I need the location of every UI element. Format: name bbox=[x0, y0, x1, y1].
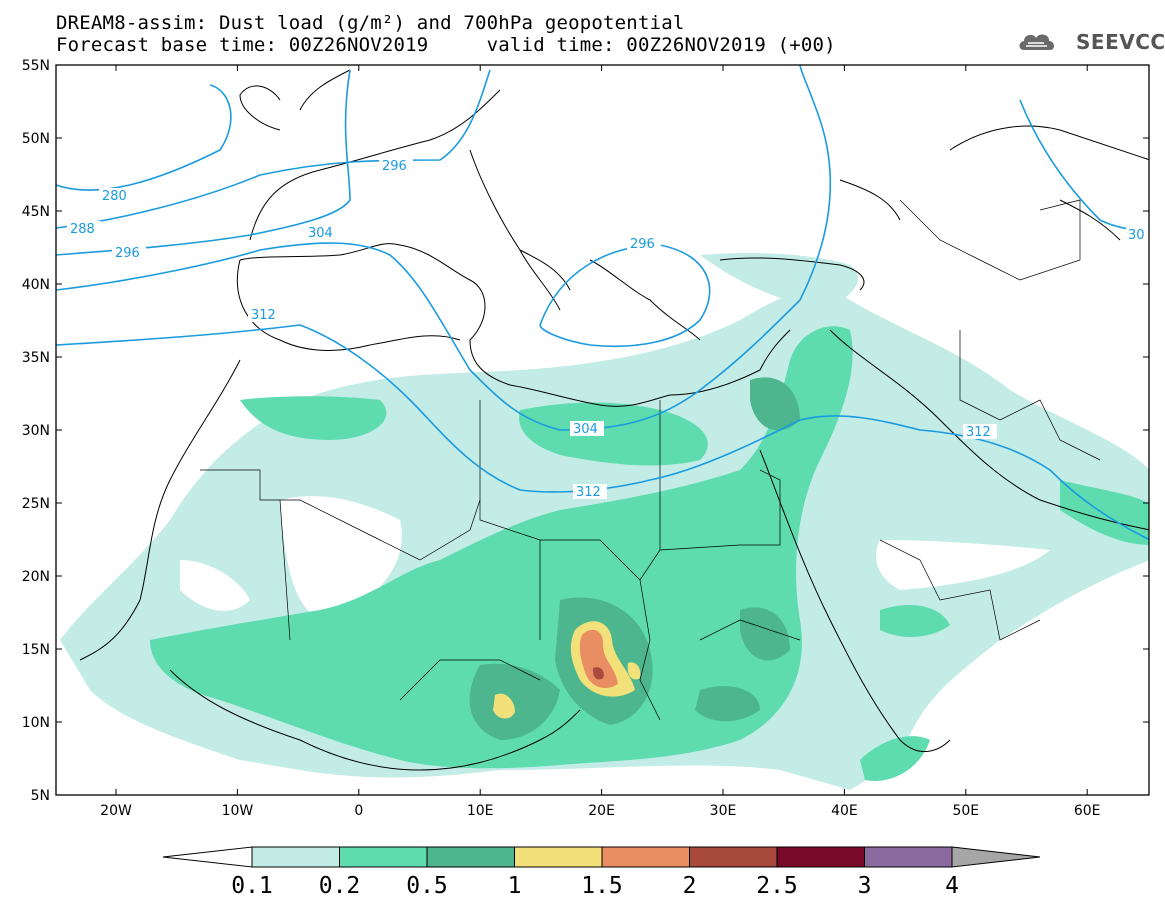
iso-label-296-west: 296 bbox=[115, 246, 140, 261]
colorbar-label: 4 bbox=[945, 873, 959, 899]
colorbar-over-arrow bbox=[951, 846, 1041, 868]
lat-label: 55N bbox=[22, 58, 50, 74]
lat-label: 15N bbox=[22, 642, 50, 658]
iso-label-312-west: 312 bbox=[251, 308, 276, 323]
iso-label-30-edge: 30 bbox=[1128, 228, 1145, 243]
iso-label-296-north: 296 bbox=[382, 159, 407, 174]
isoline-labels: 280 288 296 296 296 304 304 312 312 312 … bbox=[67, 158, 1149, 500]
cloud-logo-icon bbox=[1019, 34, 1055, 50]
lon-label: 60E bbox=[1074, 803, 1101, 819]
colorbar-under-arrow bbox=[162, 846, 253, 868]
colorbar-swatch bbox=[251, 846, 340, 868]
lon-label: 10E bbox=[467, 803, 494, 819]
lat-label: 45N bbox=[22, 204, 50, 220]
colorbar-label: 2 bbox=[683, 873, 697, 899]
colorbar-label: 0.5 bbox=[406, 873, 448, 899]
lat-label: 50N bbox=[22, 131, 50, 147]
iso-label-312-south: 312 bbox=[576, 485, 601, 500]
colorbar-swatches bbox=[251, 846, 953, 868]
iso-label-304-north: 304 bbox=[308, 226, 333, 241]
colorbar-label: 3 bbox=[858, 873, 872, 899]
colorbar-label: 1.5 bbox=[581, 873, 623, 899]
colorbar-swatch bbox=[514, 846, 603, 868]
colorbar-label: 0.1 bbox=[231, 873, 273, 899]
title-line-1: DREAM8-assim: Dust load (g/m²) and 700hP… bbox=[56, 12, 685, 34]
colorbar-labels: 0.1 0.2 0.5 1 1.5 2 2.5 3 4 bbox=[231, 873, 959, 899]
colorbar-swatch bbox=[864, 846, 953, 868]
lat-label: 30N bbox=[22, 423, 50, 439]
country-borders bbox=[200, 199, 1101, 721]
iso-label-304-south: 304 bbox=[573, 422, 598, 437]
colorbar-label: 0.2 bbox=[319, 873, 361, 899]
iso-label-280: 280 bbox=[102, 189, 127, 204]
colorbar-swatch bbox=[339, 846, 428, 868]
lon-label: 30E bbox=[710, 803, 737, 819]
latitude-ticks: 55N 50N 45N 40N 35N 30N 25N 20N 15N 10N 5N bbox=[22, 58, 1149, 804]
lat-label: 5N bbox=[31, 788, 50, 804]
lat-label: 20N bbox=[22, 569, 50, 585]
coastlines bbox=[79, 69, 1149, 771]
colorbar-label: 2.5 bbox=[756, 873, 798, 899]
title-line-2: Forecast base time: 00Z26NOV2019 valid t… bbox=[56, 34, 836, 56]
colorbar: 0.1 0.2 0.5 1 1.5 2 2.5 3 4 bbox=[162, 846, 1041, 899]
dust-field-high bbox=[469, 663, 560, 740]
logo-text: SEEVCCC bbox=[1076, 30, 1165, 54]
longitude-ticks: 20W 10W 0 10E 20E 30E 40E 50E 60E bbox=[100, 65, 1101, 819]
dust-fields bbox=[60, 253, 1149, 790]
colorbar-swatch bbox=[426, 846, 515, 868]
lat-label: 25N bbox=[22, 496, 50, 512]
lat-label: 40N bbox=[22, 277, 50, 293]
iso-label-312-east: 312 bbox=[966, 425, 991, 440]
lon-label: 20W bbox=[100, 803, 132, 819]
lat-label: 35N bbox=[22, 350, 50, 366]
dust-field-mid bbox=[150, 326, 853, 769]
colorbar-swatch bbox=[689, 846, 778, 868]
geopotential-isolines bbox=[56, 65, 1149, 541]
lat-label: 10N bbox=[22, 715, 50, 731]
colorbar-label: 1 bbox=[508, 873, 522, 899]
lon-label: 0 bbox=[354, 803, 363, 819]
lon-label: 50E bbox=[952, 803, 979, 819]
colorbar-swatch bbox=[601, 846, 690, 868]
iso-label-296-balkans: 296 bbox=[630, 237, 655, 252]
lon-label: 40E bbox=[831, 803, 858, 819]
iso-label-288: 288 bbox=[70, 222, 95, 237]
lon-label: 10W bbox=[222, 803, 254, 819]
lon-label: 20E bbox=[588, 803, 615, 819]
colorbar-swatch bbox=[776, 846, 865, 868]
